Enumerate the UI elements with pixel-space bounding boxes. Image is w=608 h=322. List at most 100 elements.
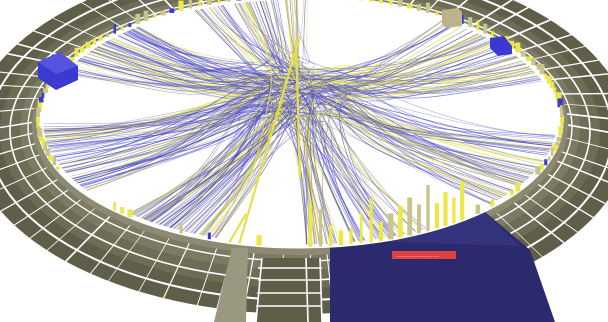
- node-bar[interactable]: [41, 138, 45, 147]
- node-bar[interactable]: [476, 20, 480, 31]
- node-bar[interactable]: [143, 10, 149, 21]
- node-bar[interactable]: [135, 13, 141, 24]
- node-bar[interactable]: [236, 0, 242, 1]
- node-bar[interactable]: [443, 192, 448, 226]
- node-bar[interactable]: [536, 63, 540, 70]
- node-bar[interactable]: [153, 14, 156, 19]
- node-bar[interactable]: [525, 56, 532, 61]
- node-bar[interactable]: [378, 0, 383, 4]
- node-bar[interactable]: [552, 144, 558, 152]
- node-bar[interactable]: [426, 2, 430, 13]
- node-bar[interactable]: [42, 88, 48, 93]
- node-bars[interactable]: [35, 0, 565, 247]
- node-bar[interactable]: [217, 0, 221, 4]
- node-bar[interactable]: [227, 0, 231, 2]
- node-bar[interactable]: [106, 33, 109, 38]
- node-bar[interactable]: [544, 159, 548, 166]
- node-bar[interactable]: [397, 205, 403, 238]
- node-bar[interactable]: [426, 184, 430, 232]
- node-bar[interactable]: [329, 225, 333, 247]
- node-bar[interactable]: [554, 142, 560, 147]
- node-bar[interactable]: [407, 3, 413, 9]
- node-bar[interactable]: [546, 75, 552, 84]
- node-bar[interactable]: [198, 0, 202, 7]
- blue-block-right[interactable]: [490, 36, 512, 56]
- node-bar[interactable]: [515, 182, 521, 192]
- node-bar[interactable]: [349, 228, 353, 245]
- node-bar[interactable]: [369, 0, 374, 2]
- node-bar[interactable]: [127, 209, 133, 218]
- node-bar[interactable]: [113, 24, 117, 34]
- node-bar[interactable]: [553, 87, 557, 93]
- node-bar[interactable]: [45, 148, 51, 156]
- node-bar[interactable]: [468, 17, 473, 27]
- node-bar[interactable]: [308, 204, 313, 247]
- node-bar[interactable]: [36, 120, 40, 127]
- node-bar[interactable]: [41, 88, 45, 98]
- node-bar[interactable]: [39, 96, 44, 103]
- node-bar[interactable]: [178, 0, 184, 11]
- node-bar[interactable]: [475, 204, 481, 214]
- node-bar[interactable]: [540, 163, 544, 170]
- node-bar[interactable]: [379, 221, 383, 241]
- node-bar[interactable]: [256, 235, 262, 246]
- node-bar[interactable]: [338, 230, 344, 246]
- node-bar[interactable]: [39, 135, 44, 142]
- node-bar[interactable]: [120, 207, 125, 214]
- node-bar[interactable]: [387, 213, 394, 240]
- node-bar[interactable]: [52, 157, 56, 166]
- node-bar[interactable]: [535, 166, 541, 175]
- khaki-block-top[interactable]: [442, 8, 462, 28]
- node-bar[interactable]: [520, 50, 526, 57]
- node-bar[interactable]: [48, 155, 54, 161]
- node-bar[interactable]: [435, 10, 439, 16]
- node-bar[interactable]: [483, 23, 488, 34]
- node-bar[interactable]: [68, 57, 75, 61]
- node-bar[interactable]: [550, 147, 554, 156]
- node-bar[interactable]: [434, 203, 439, 229]
- node-bar[interactable]: [560, 122, 564, 127]
- node-bar[interactable]: [160, 11, 166, 16]
- node-bar[interactable]: [207, 232, 211, 240]
- node-bar[interactable]: [206, 0, 212, 5]
- node-bar[interactable]: [515, 42, 521, 53]
- node-bar[interactable]: [460, 181, 465, 221]
- node-bar[interactable]: [37, 128, 43, 137]
- node-bar[interactable]: [388, 0, 393, 5]
- node-bar[interactable]: [80, 46, 85, 53]
- node-bar[interactable]: [36, 107, 42, 113]
- node-bar[interactable]: [369, 199, 373, 243]
- node-bar[interactable]: [509, 40, 515, 49]
- node-bar[interactable]: [43, 141, 48, 152]
- node-bar[interactable]: [113, 202, 117, 211]
- node-bar[interactable]: [559, 115, 565, 122]
- node-bar[interactable]: [490, 199, 495, 207]
- node-bar[interactable]: [359, 213, 363, 244]
- node-bar[interactable]: [46, 84, 50, 89]
- node-bar[interactable]: [397, 0, 403, 7]
- node-bar[interactable]: [407, 197, 413, 236]
- node-bar[interactable]: [416, 4, 421, 11]
- node-bar[interactable]: [37, 125, 41, 132]
- node-bar[interactable]: [169, 8, 175, 13]
- node-bar[interactable]: [544, 73, 548, 79]
- node-bar[interactable]: [491, 30, 494, 38]
- node-bar[interactable]: [560, 109, 564, 118]
- node-bar[interactable]: [188, 0, 192, 9]
- node-bar[interactable]: [510, 190, 514, 196]
- node-bar[interactable]: [35, 117, 41, 123]
- node-bar[interactable]: [539, 64, 545, 75]
- node-bar[interactable]: [128, 23, 132, 27]
- node-bar[interactable]: [549, 81, 555, 89]
- node-bar[interactable]: [547, 156, 551, 161]
- node-bar[interactable]: [556, 92, 562, 103]
- node-bar[interactable]: [37, 100, 42, 108]
- node-bar[interactable]: [417, 204, 421, 234]
- node-bar[interactable]: [452, 197, 456, 224]
- node-bar[interactable]: [558, 126, 562, 137]
- node-bar[interactable]: [179, 223, 183, 234]
- node-bar[interactable]: [559, 105, 563, 113]
- node-bar[interactable]: [531, 58, 536, 66]
- node-bar[interactable]: [98, 35, 103, 41]
